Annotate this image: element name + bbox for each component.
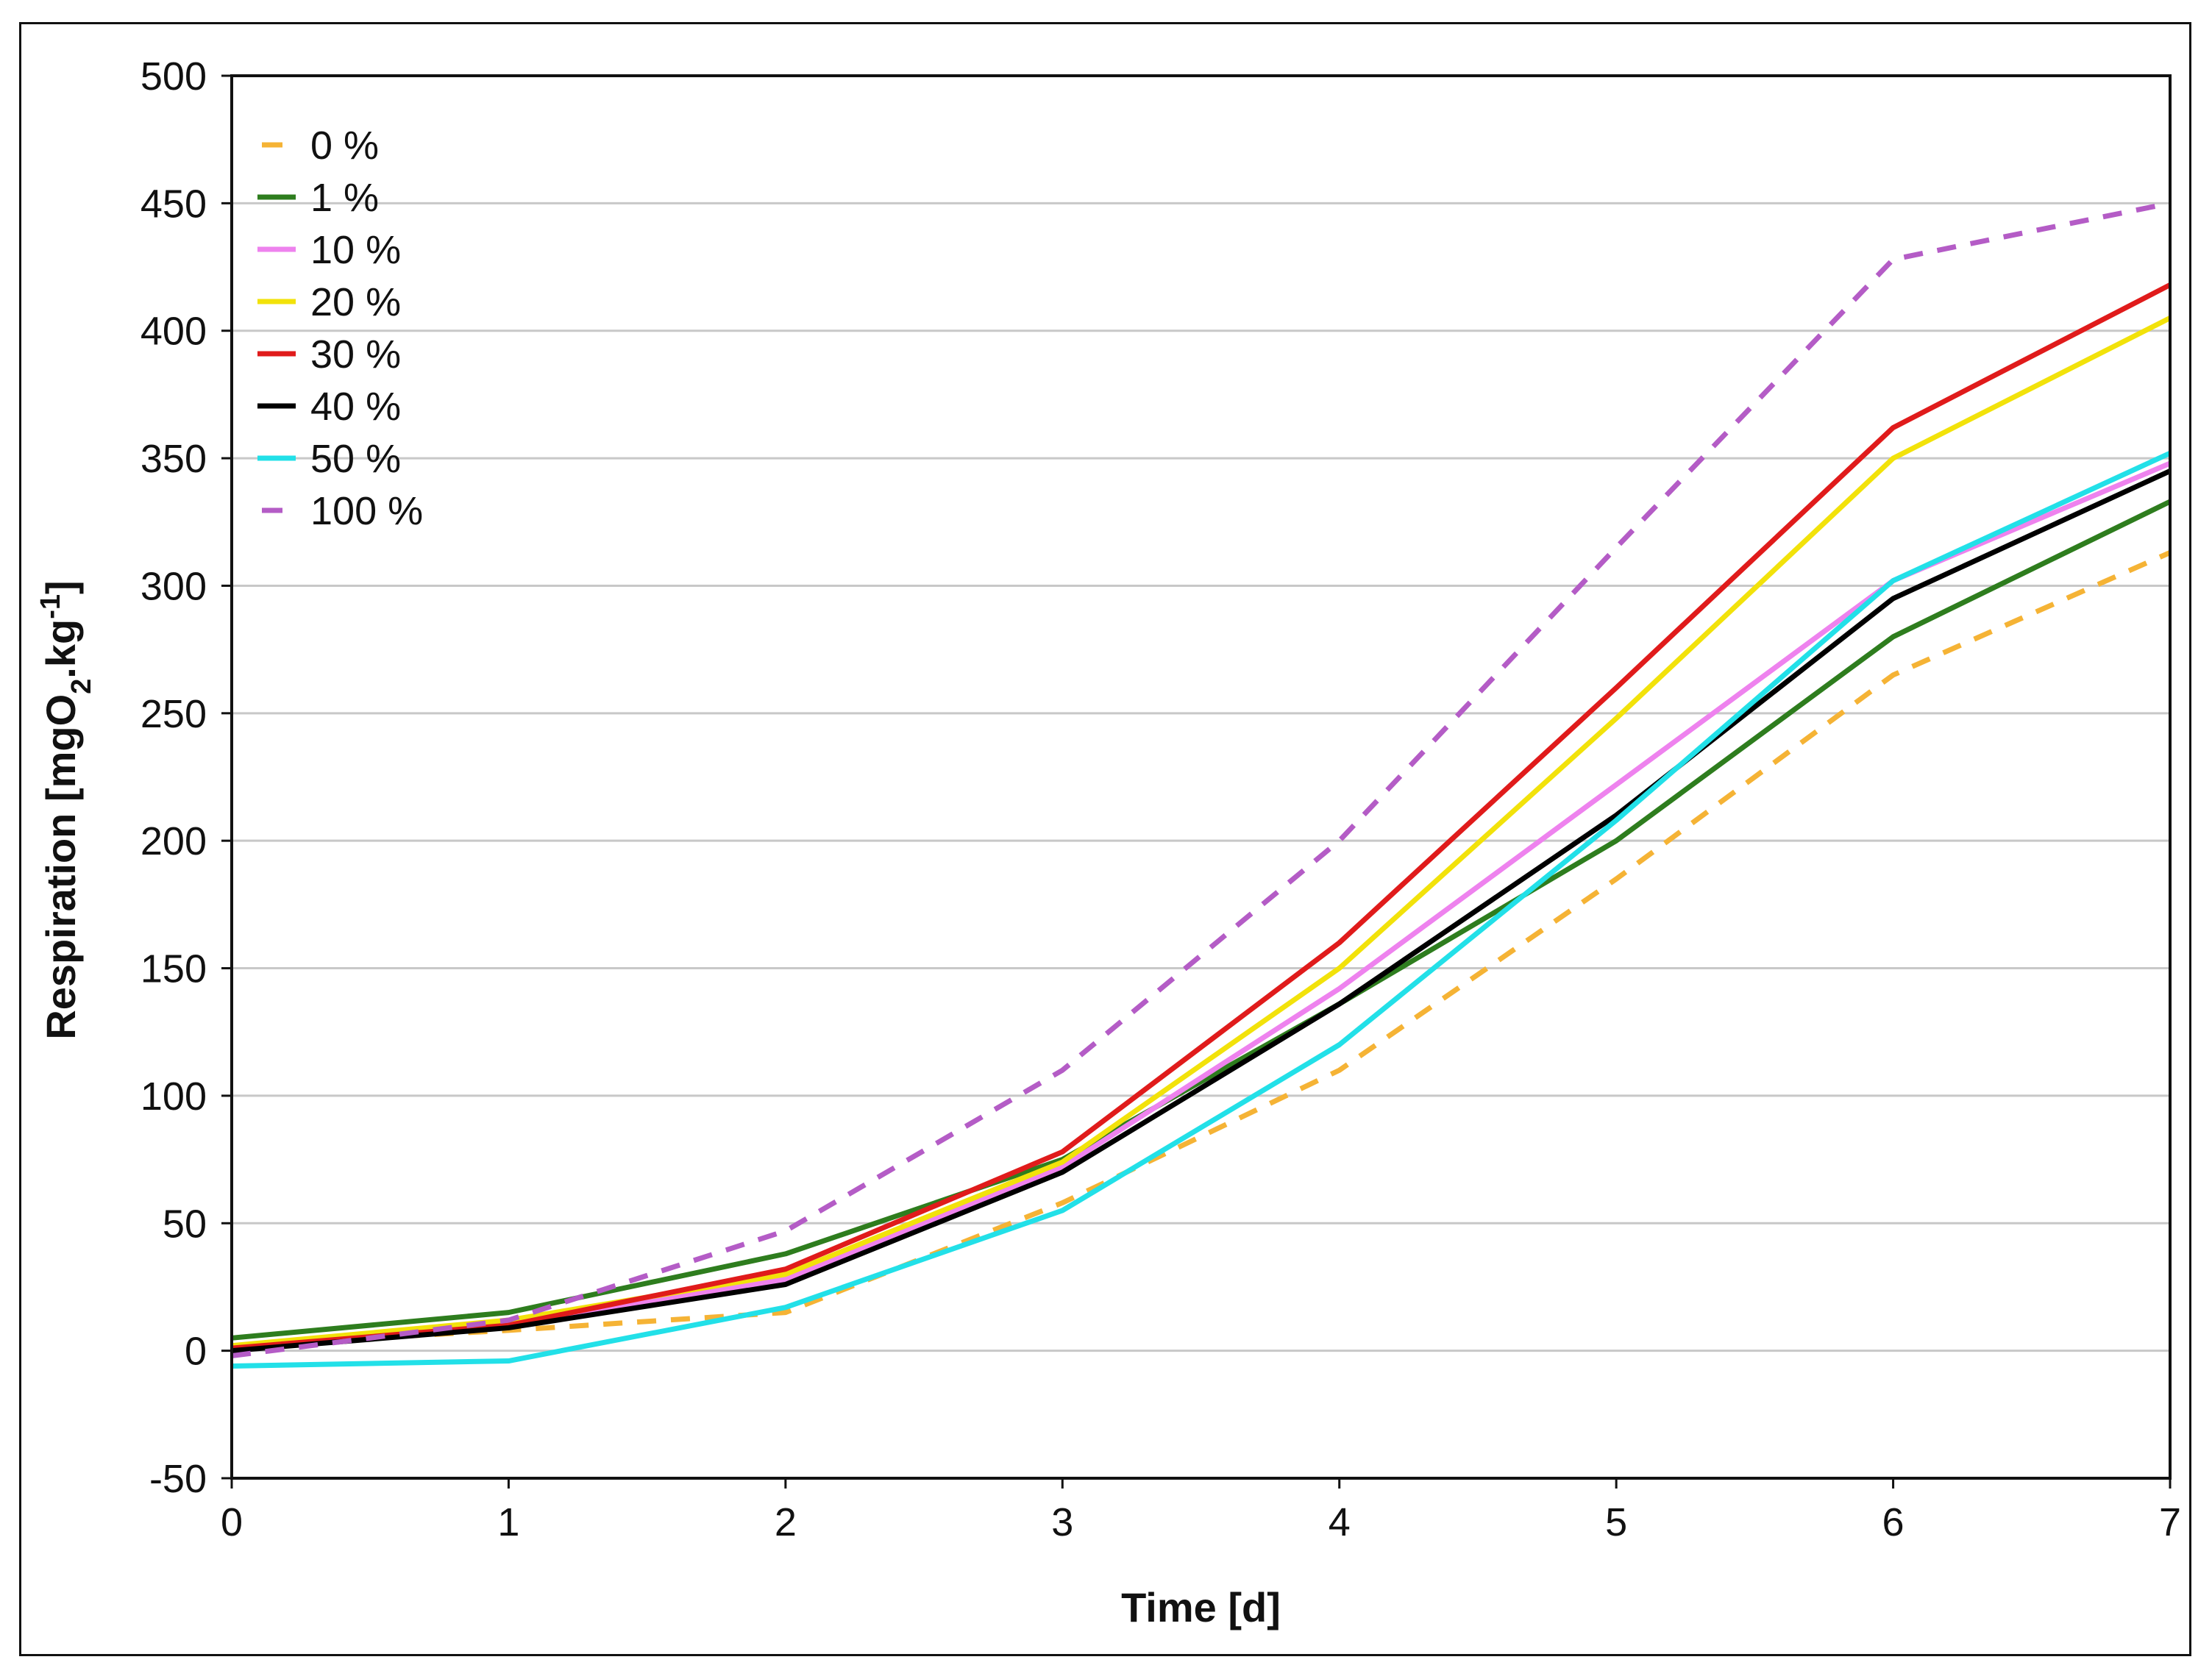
gridlines	[232, 74, 2170, 1480]
x-tick-label: 7	[2159, 1500, 2181, 1544]
x-tick-label: 0	[221, 1500, 243, 1544]
legend-label: 40 %	[310, 385, 401, 429]
legend-label: 10 %	[310, 228, 401, 272]
y-axis-label-superscript: -1	[35, 594, 66, 619]
y-axis-label-main: Respiration [mgO	[38, 694, 84, 1040]
chart-frame	[19, 22, 2191, 1656]
series-line-20-percent	[231, 316, 2172, 1349]
x-tick-label: 1	[497, 1500, 519, 1544]
y-axis-label-middle: .kg	[38, 619, 84, 679]
plot-area-border	[230, 74, 2172, 1480]
legend-label: 30 %	[310, 332, 401, 377]
y-tick-label: 300	[141, 564, 207, 608]
legend-label: 0 %	[310, 124, 379, 168]
y-tick-label: 500	[141, 54, 207, 99]
series-line-10-percent	[231, 460, 2172, 1354]
legend-label: 20 %	[310, 280, 401, 324]
y-tick-label: -50	[149, 1457, 207, 1501]
series-lines	[231, 200, 2172, 1369]
y-tick-label: 450	[141, 182, 207, 226]
x-tick-label: 2	[775, 1500, 797, 1544]
y-tick-label: 200	[141, 819, 207, 863]
x-tick-label: 5	[1605, 1500, 1627, 1544]
x-tick-label: 3	[1051, 1500, 1073, 1544]
series-line-100-percent	[231, 200, 2171, 1359]
series-line-50-percent	[231, 450, 2172, 1369]
axes: -50 0 50 100 150 200 250 300 350 400 450 500 0 1 2 3 4 5 6…	[141, 54, 2181, 1544]
y-tick-label: 0	[185, 1330, 207, 1374]
legend-label: 1 %	[310, 176, 379, 220]
y-tick-label: 150	[141, 947, 207, 991]
y-axis-label: Respiration [mgO2.kg-1]	[35, 580, 97, 1039]
series-line-30-percent	[231, 282, 2172, 1351]
series-line-1-percent	[231, 499, 2172, 1341]
y-axis-label-subscript: 2	[66, 679, 97, 694]
y-tick-label: 400	[141, 310, 207, 354]
y-tick-label: 250	[141, 692, 207, 736]
y-tick-label: 50	[163, 1202, 207, 1246]
legend-label: 50 %	[310, 437, 401, 481]
y-axis-label-end: ]	[38, 580, 84, 594]
y-tick-label: 100	[141, 1074, 207, 1119]
series-line-40-percent	[231, 468, 2172, 1354]
y-tick-label: 350	[141, 437, 207, 481]
x-tick-label: 4	[1329, 1500, 1351, 1544]
legend: 0 % 1 % 10 % 20 % 30 % 40 % 50 % 100 %	[257, 124, 423, 533]
series-line-0-percent	[231, 550, 2172, 1349]
x-axis-label: Time [d]	[1121, 1584, 1281, 1630]
x-tick-label: 6	[1882, 1500, 1905, 1544]
legend-label: 100 %	[310, 489, 423, 533]
